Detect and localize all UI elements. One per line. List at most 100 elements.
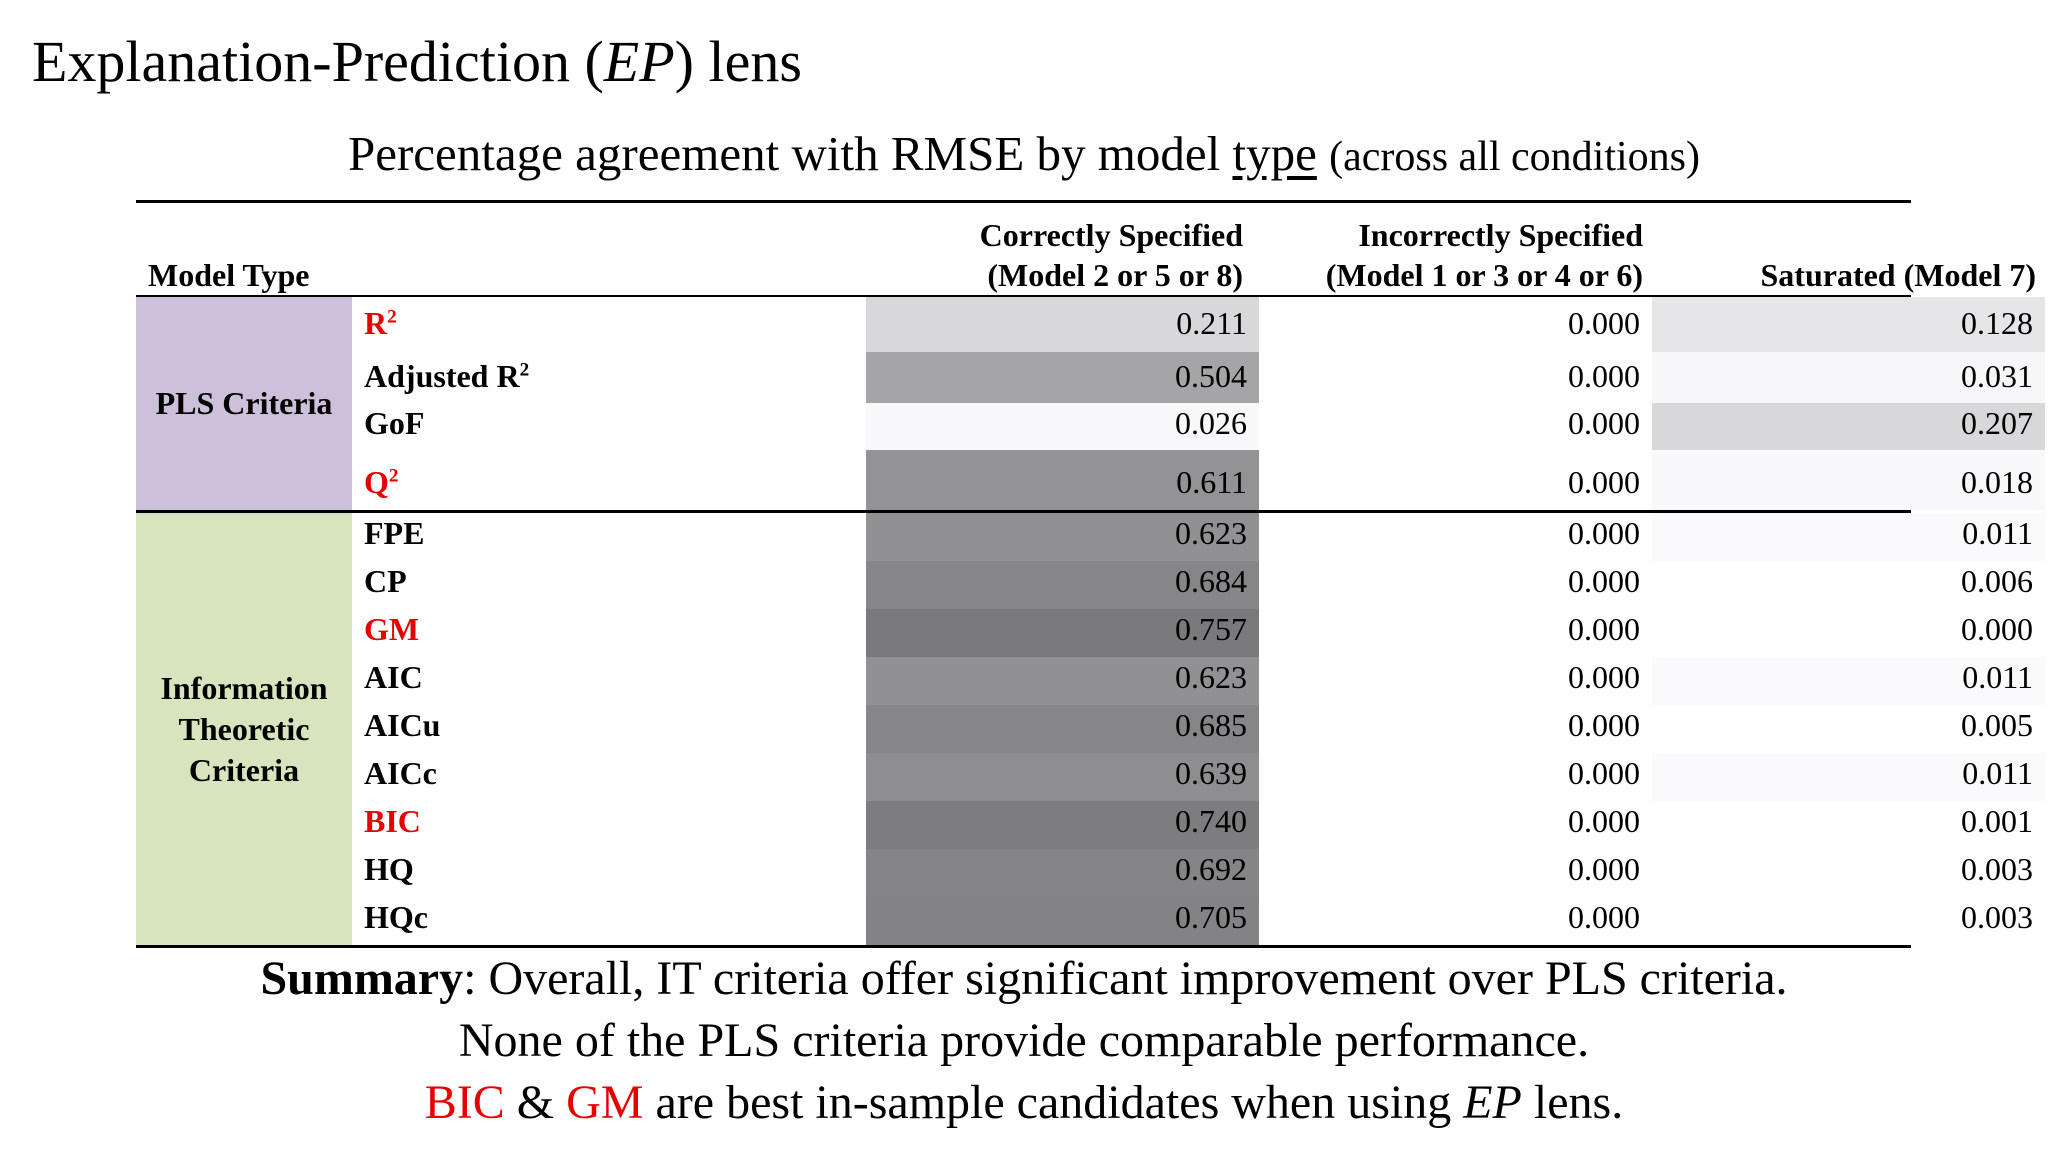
group-it-line3: Criteria — [188, 751, 300, 788]
value-cell-c1: 0.611 — [866, 450, 1259, 510]
criterion-name: AIC — [364, 659, 423, 695]
table-caption: Percentage agreement with RMSE by model … — [0, 118, 2048, 193]
value-text: 0.000 — [1568, 515, 1640, 551]
summary-line-2: None of the PLS criteria provide compara… — [458, 1014, 1590, 1067]
header-correct-line1: Correctly Specified — [979, 217, 1243, 253]
value-text: 0.685 — [1175, 707, 1247, 743]
table-row: R2 0.211 0.000 0.128 — [352, 297, 2045, 352]
criterion-name: CP — [364, 563, 407, 599]
table-row: Adjusted R2 0.504 0.000 0.031 — [352, 352, 2045, 403]
criterion-label: AICu — [352, 707, 664, 744]
value-cell-c3: 0.003 — [1652, 897, 2045, 945]
value-cell-c1: 0.757 — [866, 609, 1259, 657]
group-separator — [136, 510, 1911, 513]
value-cell-c3: 0.011 — [1652, 657, 2045, 705]
value-text: 0.011 — [1962, 755, 2033, 791]
value-cell-c3: 0.018 — [1652, 450, 2045, 510]
value-cell-c3: 0.005 — [1652, 705, 2045, 753]
criterion-name: Adjusted R — [364, 358, 520, 394]
summary-bic: BIC — [424, 1076, 505, 1129]
criterion-label: Q2 — [352, 464, 664, 501]
summary-amp: & — [504, 1076, 567, 1129]
value-cell-c1: 0.211 — [866, 297, 1259, 352]
table-row: FPE 0.623 0.000 0.011 — [352, 513, 2045, 561]
value-cell-c3: 0.003 — [1652, 849, 2045, 897]
value-cell-c1: 0.740 — [866, 801, 1259, 849]
value-text: 0.000 — [1568, 659, 1640, 695]
criterion-label: Adjusted R2 — [352, 358, 664, 395]
criterion-label: HQc — [352, 899, 664, 936]
value-text: 0.011 — [1962, 659, 2033, 695]
title-prefix: Explanation-Prediction ( — [32, 29, 604, 94]
table-row: AIC 0.623 0.000 0.011 — [352, 657, 2045, 705]
value-cell-c2: 0.000 — [1259, 352, 1652, 403]
criterion-superscript: 2 — [388, 465, 399, 487]
summary-line3-mid: are best in-sample candidates when using — [643, 1076, 1464, 1129]
table-row: GoF 0.026 0.000 0.207 — [352, 403, 2045, 450]
value-text: 0.000 — [1568, 899, 1640, 935]
table-row: HQ 0.692 0.000 0.003 — [352, 849, 2045, 897]
caption-small: (across all conditions) — [1329, 134, 1701, 180]
value-text: 0.000 — [1568, 464, 1640, 500]
table-row: Q2 0.611 0.000 0.018 — [352, 450, 2045, 510]
value-cell-c1: 0.026 — [866, 403, 1259, 450]
value-text: 0.740 — [1175, 803, 1247, 839]
value-text: 0.000 — [1568, 405, 1640, 441]
value-cell-c1: 0.692 — [866, 849, 1259, 897]
header-correct: Correctly Specified (Model 2 or 5 or 8) — [650, 215, 1243, 295]
value-text: 0.757 — [1175, 611, 1247, 647]
slide-title: Explanation-Prediction (EP) lens — [32, 22, 802, 102]
value-cell-c3: 0.006 — [1652, 561, 2045, 609]
value-text: 0.031 — [1961, 358, 2033, 394]
value-text: 0.639 — [1175, 755, 1247, 791]
table-row: AICu 0.685 0.000 0.005 — [352, 705, 2045, 753]
value-cell-c1: 0.639 — [866, 753, 1259, 801]
value-text: 0.000 — [1568, 563, 1640, 599]
table-row: CP 0.684 0.000 0.006 — [352, 561, 2045, 609]
table-row: AICc 0.639 0.000 0.011 — [352, 753, 2045, 801]
value-cell-c2: 0.000 — [1259, 297, 1652, 352]
summary-gm: GM — [566, 1076, 644, 1129]
value-cell-c2: 0.000 — [1259, 450, 1652, 510]
criterion-name: GM — [364, 611, 420, 647]
value-text: 0.705 — [1175, 899, 1247, 935]
caption-underlined: type — [1232, 126, 1317, 181]
value-text: 0.000 — [1568, 305, 1640, 341]
value-cell-c2: 0.000 — [1259, 897, 1652, 945]
group-information-theoretic: Information Theoretic Criteria — [136, 513, 352, 945]
value-text: 0.692 — [1175, 851, 1247, 887]
summary-block: Summary: Overall, IT criteria offer sign… — [0, 948, 2048, 1134]
criterion-name: HQc — [364, 899, 428, 935]
criterion-name: GoF — [364, 405, 425, 441]
value-text: 0.003 — [1961, 899, 2033, 935]
value-text: 0.207 — [1961, 405, 2033, 441]
criterion-label: HQ — [352, 851, 664, 888]
value-text: 0.003 — [1961, 851, 2033, 887]
criterion-superscript: 2 — [387, 306, 397, 328]
criterion-name: HQ — [364, 851, 414, 887]
value-cell-c3: 0.031 — [1652, 352, 2045, 403]
summary-line-1: Summary: Overall, IT criteria offer sign… — [0, 948, 2048, 1010]
value-cell-c2: 0.000 — [1259, 561, 1652, 609]
criterion-name: Q — [364, 464, 389, 500]
table-header: Model Type Correctly Specified (Model 2 o… — [136, 203, 2036, 297]
criterion-name: AICu — [364, 707, 441, 743]
results-table: Model Type Correctly Specified (Model 2 o… — [136, 200, 2045, 948]
criterion-superscript: 2 — [519, 359, 530, 381]
value-cell-c1: 0.504 — [866, 352, 1259, 403]
criterion-label: AICc — [352, 755, 664, 792]
group-it-line2: Theoretic — [178, 710, 310, 747]
value-cell-c3: 0.000 — [1652, 609, 2045, 657]
criterion-label: GoF — [352, 405, 664, 442]
value-text: 0.504 — [1175, 358, 1247, 394]
title-italic: EP — [603, 29, 675, 94]
criterion-label: R2 — [352, 305, 664, 342]
header-saturated: Saturated (Model 7) — [1760, 257, 2036, 293]
value-cell-c3: 0.011 — [1652, 753, 2045, 801]
summary-ep: EP — [1463, 1076, 1522, 1129]
value-text: 0.026 — [1175, 405, 1247, 441]
summary-line3-end: lens. — [1521, 1076, 1624, 1129]
value-text: 0.000 — [1961, 611, 2033, 647]
value-text: 0.000 — [1568, 358, 1640, 394]
value-text: 0.211 — [1176, 305, 1247, 341]
